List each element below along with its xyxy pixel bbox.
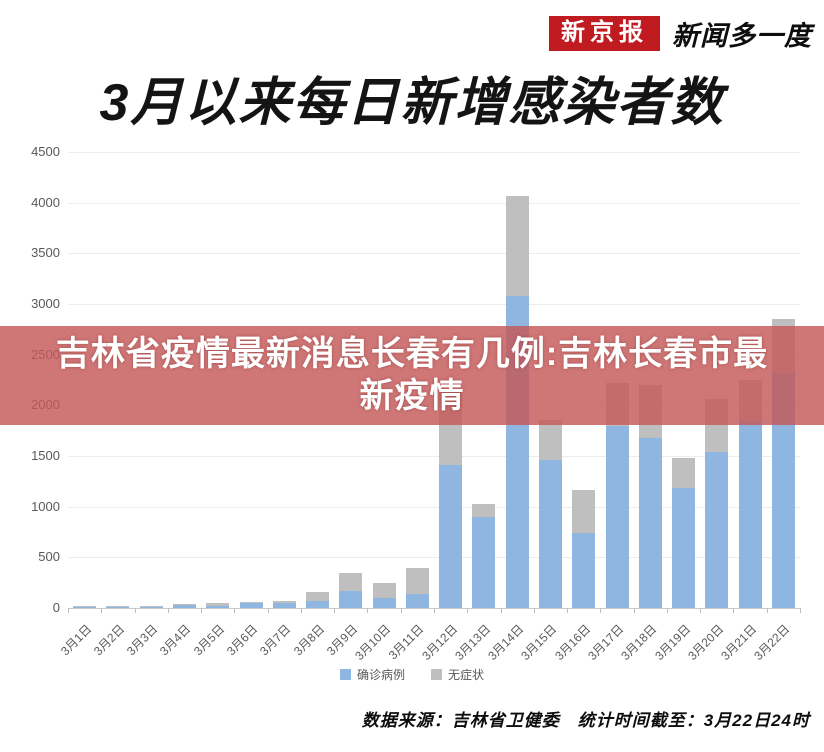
bar-asymptomatic [73, 606, 97, 607]
daily-infections-chart: 0500100015002000250030003500400045003月1日… [31, 144, 801, 663]
axis-tick [434, 608, 435, 613]
bar-confirmed [638, 438, 662, 608]
y-axis-tick-label: 1000 [31, 498, 60, 514]
bar-asymptomatic [538, 420, 562, 461]
axis-tick [700, 608, 702, 613]
bar-confirmed [572, 532, 596, 608]
bar-confirmed [106, 607, 130, 608]
gridline [68, 253, 800, 255]
axis-tick [467, 608, 469, 613]
bar-confirmed [405, 594, 429, 608]
axis-tick [334, 608, 336, 613]
bar-confirmed [172, 605, 196, 608]
bar-confirmed [272, 602, 296, 608]
gridline [68, 304, 800, 305]
header-brand: 新京报 新闻多一度 [549, 14, 812, 53]
bar-confirmed [738, 420, 762, 608]
gridline [68, 152, 800, 153]
bar-asymptomatic [572, 490, 596, 533]
bar-confirmed [239, 603, 263, 608]
axis-tick [101, 608, 103, 613]
brand-badge: 新京报 [549, 16, 660, 51]
axis-tick [68, 608, 69, 613]
bar-asymptomatic [405, 567, 429, 595]
bar-confirmed [771, 372, 795, 608]
y-axis-tick-label: 3500 [31, 245, 60, 261]
confirmed-swatch-icon [339, 669, 351, 680]
bar-asymptomatic [339, 573, 363, 592]
bar-asymptomatic [272, 600, 296, 603]
bar-confirmed [339, 591, 363, 608]
bar-asymptomatic [672, 458, 696, 489]
chart-legend: 确诊病例 无症状 [0, 666, 824, 683]
axis-tick [201, 608, 203, 613]
bar-confirmed [306, 601, 330, 608]
axis-tick [567, 608, 569, 613]
headline-line-1: 吉林省疫情最新消息长春有几例:吉林长春市最 [55, 335, 769, 374]
bar-confirmed [705, 451, 729, 608]
bar-confirmed [605, 425, 629, 608]
axis-tick [533, 608, 535, 613]
y-axis-tick-label: 500 [38, 549, 60, 565]
y-axis-tick-label: 4000 [31, 194, 60, 210]
bar-confirmed [472, 517, 496, 608]
legend-label-confirmed: 确诊病例 [356, 668, 405, 682]
y-axis-tick-label: 1500 [31, 448, 60, 463]
bar-asymptomatic [106, 606, 130, 607]
page-title: 3月以来每日新增感染者数 [99, 74, 725, 132]
axis-tick [267, 608, 269, 613]
axis-tick [367, 608, 369, 613]
bar-asymptomatic [372, 583, 396, 599]
headline-overlay-banner: 吉林省疫情最新消息长春有几例:吉林长春市最 新疫情 [0, 326, 824, 425]
legend-item-confirmed: 确诊病例 [339, 666, 405, 683]
axis-tick [167, 608, 169, 613]
bar-confirmed [672, 488, 696, 608]
y-axis-tick-label: 3000 [31, 296, 60, 311]
bar-asymptomatic [206, 603, 230, 607]
bar-confirmed [73, 607, 97, 608]
axis-tick [500, 608, 502, 613]
legend-label-asymptomatic: 无症状 [448, 668, 485, 682]
bar-confirmed [538, 460, 562, 608]
data-source-note: 数据来源：吉林省卫健委 统计时间截至：3月22日24时 [361, 711, 810, 730]
axis-tick [300, 608, 302, 613]
bar-asymptomatic [306, 591, 330, 602]
bar-asymptomatic [139, 606, 163, 607]
headline-line-2: 新疫情 [359, 376, 465, 415]
legend-item-asymptomatic: 无症状 [431, 666, 484, 683]
axis-tick [600, 608, 602, 613]
asymptomatic-swatch-icon [431, 669, 442, 680]
brand-title: 新闻多一度 [672, 21, 812, 51]
axis-tick [633, 608, 635, 613]
gridline [68, 456, 800, 457]
bar-asymptomatic [172, 604, 196, 606]
axis-tick [733, 608, 735, 613]
gridline [68, 202, 800, 204]
axis-tick [766, 608, 768, 613]
bar-asymptomatic [239, 602, 263, 604]
bar-confirmed [439, 464, 463, 608]
axis-tick [134, 608, 136, 613]
y-axis-tick-label: 4500 [31, 144, 60, 159]
bar-asymptomatic [505, 195, 529, 297]
axis-tick [666, 608, 668, 613]
gridline [68, 557, 800, 559]
bar-confirmed [372, 598, 396, 608]
gridline [68, 506, 800, 508]
bar-confirmed [206, 606, 230, 608]
bar-asymptomatic [472, 504, 496, 518]
axis-tick [400, 608, 402, 613]
axis-tick [234, 608, 236, 613]
axis-tick [800, 608, 801, 613]
bar-confirmed [139, 607, 163, 608]
y-axis-tick-label: 0 [52, 600, 60, 615]
